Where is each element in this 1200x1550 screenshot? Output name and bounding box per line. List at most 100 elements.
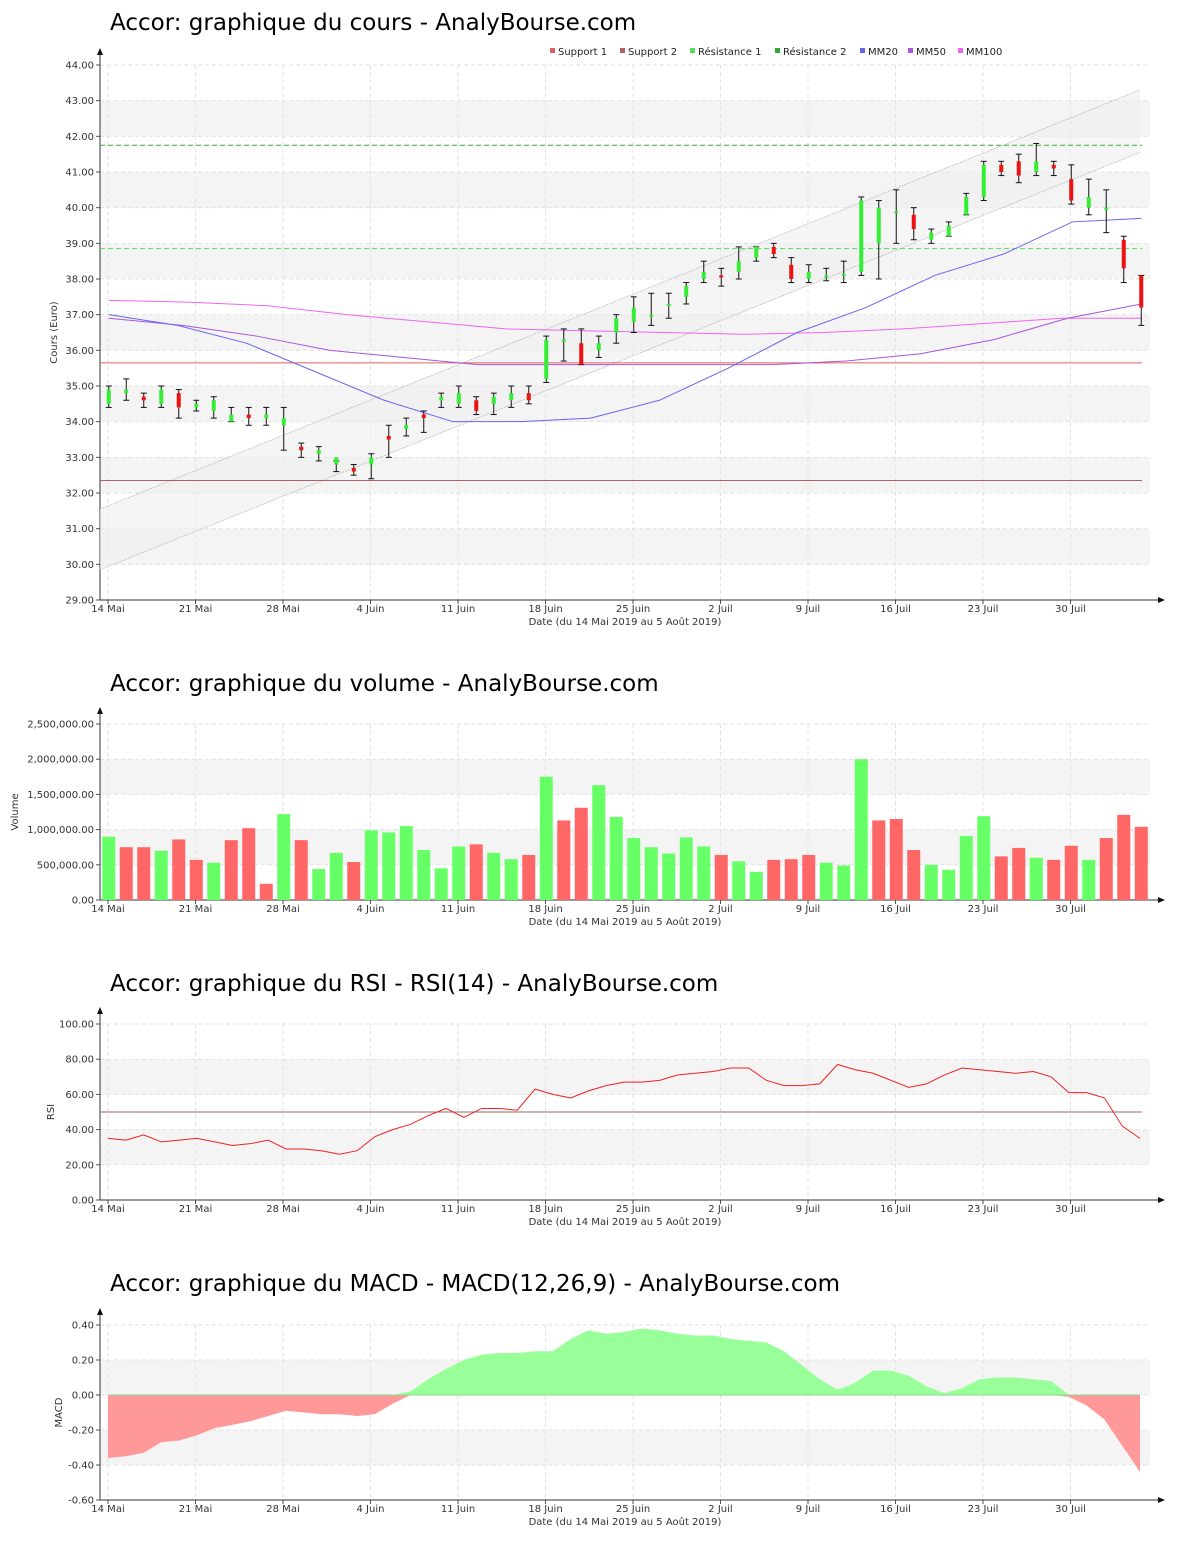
volume-bar xyxy=(399,826,413,900)
x-tick-label: 2 Juil xyxy=(708,1204,732,1215)
x-tick-label: 9 Juil xyxy=(796,604,820,615)
x-axis-arrow xyxy=(1158,1497,1165,1503)
y-tick-label: 80.00 xyxy=(65,1055,94,1066)
candle-body xyxy=(736,261,741,272)
candle-body xyxy=(351,468,356,472)
x-tick-label: 18 Juin xyxy=(528,904,562,915)
candle-body xyxy=(141,396,146,401)
volume-bar xyxy=(1012,847,1026,900)
candle-body xyxy=(106,389,111,404)
volume-bar xyxy=(522,854,536,900)
y-tick-label: 35.00 xyxy=(65,382,94,393)
candle-body xyxy=(614,318,619,333)
candle-body xyxy=(439,396,444,401)
candle-body xyxy=(859,200,864,272)
y-tick-label: 40.00 xyxy=(65,1125,94,1136)
y-axis-arrow xyxy=(97,707,103,714)
volume-bar xyxy=(557,820,571,900)
x-tick-label: 9 Juil xyxy=(796,904,820,915)
y-tick-label: 60.00 xyxy=(65,1090,94,1101)
y-tick-label: 37.00 xyxy=(65,310,94,321)
volume-chart-title: Accor: graphique du volume - AnalyBourse… xyxy=(110,671,659,697)
x-tick-label: 30 Juil xyxy=(1055,904,1086,915)
x-tick-label: 14 Mai xyxy=(91,904,124,915)
y-tick-label: -0.40 xyxy=(68,1461,94,1472)
candle-body xyxy=(1051,164,1056,169)
volume-bar xyxy=(977,816,991,900)
y-tick-label: -0.60 xyxy=(68,1496,94,1507)
trend-channel-lower xyxy=(99,152,1141,571)
candle-body xyxy=(561,339,566,342)
x-tick-label: 14 Mai xyxy=(91,604,124,615)
x-tick-label: 14 Mai xyxy=(91,1504,124,1515)
volume-bar xyxy=(942,869,956,900)
mm20-line xyxy=(108,217,1142,423)
legend-label: Support 1 xyxy=(558,47,607,58)
candle-body xyxy=(1121,239,1126,269)
legend-swatch xyxy=(550,48,555,53)
macd-chart-title: Accor: graphique du MACD - MACD(12,26,9)… xyxy=(110,1271,840,1297)
volume-bar xyxy=(609,816,623,900)
x-tick-label: 21 Mai xyxy=(179,1504,212,1515)
x-tick-label: 16 Juil xyxy=(880,1504,911,1515)
volume-bar xyxy=(347,861,361,900)
y-tick-label: 2,000,000.00 xyxy=(27,755,94,766)
candle-body xyxy=(929,232,934,240)
y-tick-label: 1,500,000.00 xyxy=(27,790,94,801)
legend-label: Résistance 1 xyxy=(698,46,761,58)
grid-band xyxy=(100,759,1150,795)
y-tick-label: 34.00 xyxy=(65,417,94,428)
candle-body xyxy=(754,246,759,258)
x-tick-label: 25 Juin xyxy=(616,1504,650,1515)
volume-bar xyxy=(539,776,553,900)
candle-body xyxy=(596,343,601,351)
candle-body xyxy=(299,446,304,451)
y-tick-label: 100.00 xyxy=(59,1020,94,1031)
y-tick-label: 31.00 xyxy=(65,524,94,535)
candle-body xyxy=(176,393,181,408)
y-tick-label: 500,000.00 xyxy=(37,860,94,871)
volume-bar xyxy=(329,852,343,900)
macd-negative-area xyxy=(108,1395,1140,1472)
legend-swatch xyxy=(775,48,780,53)
legend-swatch xyxy=(620,48,625,53)
volume-bar xyxy=(679,837,693,900)
x-tick-label: 30 Juil xyxy=(1055,1204,1086,1215)
x-tick-label: 25 Juin xyxy=(616,904,650,915)
y-tick-label: 39.00 xyxy=(65,239,94,250)
volume-bar xyxy=(1029,857,1043,900)
x-tick-label: 28 Mai xyxy=(266,904,299,915)
candle-body xyxy=(666,303,671,306)
volume-bar xyxy=(417,850,431,900)
x-tick-label: 30 Juil xyxy=(1055,604,1086,615)
volume-bar xyxy=(259,883,273,900)
candle-body xyxy=(334,457,339,465)
x-tick-label: 4 Juin xyxy=(357,1204,385,1215)
volume-bar xyxy=(224,840,238,900)
candle-body xyxy=(981,164,986,197)
volume-bar xyxy=(207,862,221,900)
y-tick-label: 0.00 xyxy=(72,1196,94,1207)
candle-body xyxy=(544,339,549,379)
candle-body xyxy=(789,264,794,279)
rsi-chart-plot: 0.00 20.00 40.00 60.00 80.00 100.00 14 Mai 21 M… xyxy=(46,1007,1165,1228)
grid-band xyxy=(100,829,1150,865)
candle-body xyxy=(911,214,916,230)
legend-label: MM20 xyxy=(868,47,898,58)
candle-body xyxy=(386,435,391,440)
y-tick-label: 1,000,000.00 xyxy=(27,825,94,836)
y-axis-arrow xyxy=(97,48,103,55)
candle-body xyxy=(491,396,496,404)
candle-body xyxy=(894,211,899,214)
x-tick-label: 11 Juin xyxy=(441,904,475,915)
y-tick-label: 0.00 xyxy=(72,896,94,907)
y-tick-label: 32.00 xyxy=(65,489,94,500)
x-axis-arrow xyxy=(1158,1197,1165,1203)
volume-bar xyxy=(872,820,886,900)
volume-bar xyxy=(452,846,466,900)
rsi-chart: Accor: graphique du RSI - RSI(14) - Anal… xyxy=(0,960,1200,1250)
candle-body xyxy=(1016,161,1021,176)
x-axis-label: Date (du 14 Mai 2019 au 5 Août 2019) xyxy=(529,1216,722,1228)
legend-swatch xyxy=(958,48,963,53)
x-axis-label: Date (du 14 Mai 2019 au 5 Août 2019) xyxy=(529,616,722,628)
